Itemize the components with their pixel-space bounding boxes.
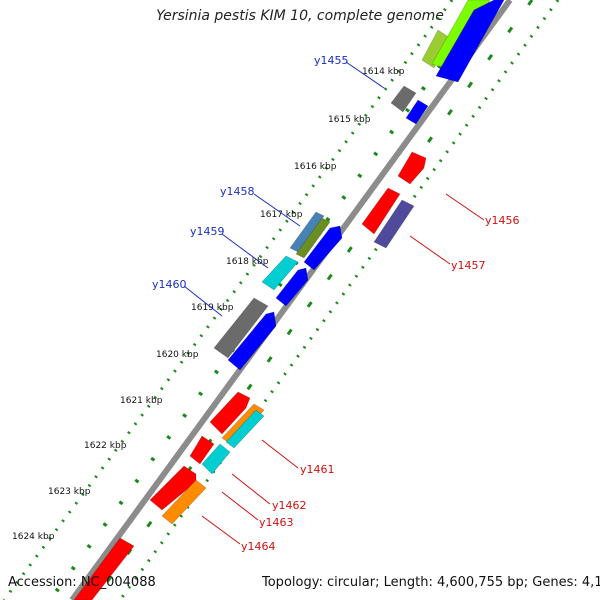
outer-ring-right: [118, 0, 560, 600]
tick-label: 1615 kbp: [328, 115, 371, 125]
gene-feature[interactable]: [361, 187, 401, 235]
gene-label[interactable]: y1464: [241, 540, 276, 553]
leader-line: [183, 285, 223, 317]
accession-text: Accession: NC_004088: [8, 575, 156, 590]
leader-line: [221, 233, 269, 269]
gene-feature[interactable]: [435, 0, 505, 83]
gene-label[interactable]: y1463: [259, 516, 294, 529]
gene-label[interactable]: y1461: [300, 463, 335, 476]
gene-label[interactable]: y1458: [220, 185, 255, 198]
leader-line: [261, 439, 299, 469]
leader-line: [221, 491, 259, 521]
tick-label: 1622 kbp: [84, 441, 127, 451]
leader-line: [409, 235, 451, 265]
gene-feature[interactable]: [161, 479, 207, 525]
gene-feature[interactable]: [227, 311, 277, 371]
leader-line: [201, 515, 241, 545]
gene-label[interactable]: y1455: [314, 54, 349, 67]
leader-line: [231, 473, 271, 505]
topology-summary: Topology: circular; Length: 4,600,755 bp…: [262, 575, 600, 590]
gene-feature[interactable]: [149, 465, 197, 511]
gene-feature[interactable]: [397, 151, 427, 185]
gene-feature[interactable]: [201, 443, 231, 475]
gene-feature[interactable]: [303, 225, 343, 271]
map-title: Yersinia pestis KIM 10, complete genome: [156, 8, 444, 24]
gene-features: [73, 0, 505, 600]
gene-labels: y1455 y1458 y1459 y1460 y1456 y1457 y146…: [152, 54, 520, 553]
gene-label[interactable]: y1462: [272, 499, 307, 512]
gene-feature[interactable]: [289, 211, 325, 253]
gene-label[interactable]: y1456: [485, 214, 520, 227]
gene-feature[interactable]: [261, 255, 299, 291]
tick-label: 1614 kbp: [362, 67, 405, 77]
gene-feature[interactable]: [73, 537, 135, 600]
leader-line: [253, 193, 301, 227]
gene-feature[interactable]: [225, 409, 265, 449]
leader-line: [445, 193, 485, 221]
tick-ring: [48, 0, 490, 600]
tick-label: 1617 kbp: [260, 210, 303, 220]
label-leaders: [183, 61, 485, 545]
gene-feature[interactable]: [390, 85, 417, 113]
inner-ring: [92, 0, 534, 600]
gene-feature[interactable]: [373, 199, 415, 249]
gene-feature[interactable]: [295, 217, 331, 259]
outer-ring-left: [2, 0, 454, 600]
leader-line: [345, 61, 385, 89]
gene-feature[interactable]: [213, 297, 269, 359]
tick-label: 1616 kbp: [294, 162, 337, 172]
gene-label[interactable]: y1460: [152, 278, 187, 291]
gene-feature[interactable]: [405, 99, 429, 125]
gene-feature[interactable]: [209, 391, 251, 435]
tick-label: 1620 kbp: [156, 350, 199, 360]
tick-label: 1623 kbp: [48, 487, 91, 497]
tick-label: 1621 kbp: [120, 396, 163, 406]
gene-label[interactable]: y1457: [451, 259, 486, 272]
tick-label: 1618 kbp: [226, 257, 269, 267]
gene-label[interactable]: y1459: [190, 225, 225, 238]
gene-feature[interactable]: [275, 267, 309, 307]
gene-feature[interactable]: [189, 435, 215, 465]
tick-label: 1624 kbp: [12, 532, 55, 542]
